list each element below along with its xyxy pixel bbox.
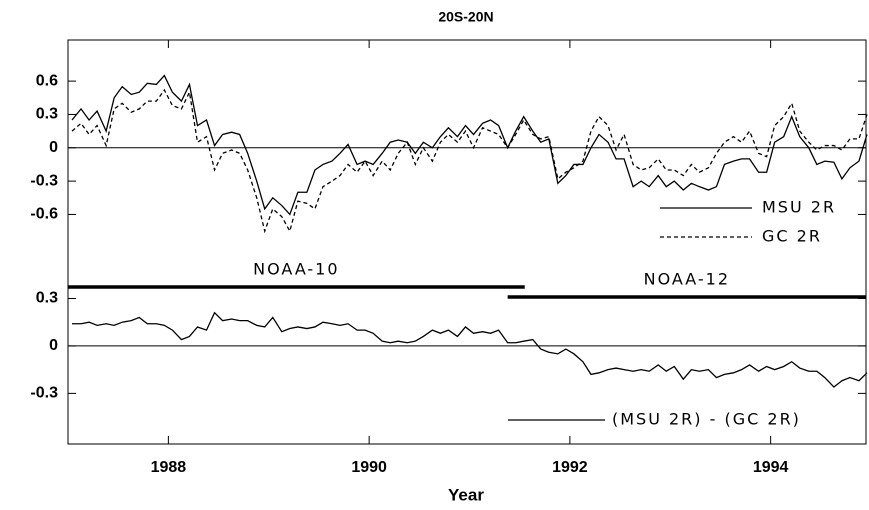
legend-label: (MSU 2R) - (GC 2R): [612, 410, 801, 429]
y-tick-label: -0.3: [30, 172, 58, 189]
y-tick-label: -0.6: [30, 206, 58, 223]
y-tick-label: 0.3: [36, 106, 58, 123]
y-tick-label: 0: [49, 337, 58, 354]
y-tick-label: 0: [49, 139, 58, 156]
legend-label: MSU 2R: [762, 198, 836, 217]
period-label: NOAA-12: [644, 270, 730, 289]
chart-title: 20S-20N: [438, 9, 493, 25]
x-tick-label: 1994: [753, 459, 789, 476]
x-tick-label: 1988: [151, 459, 187, 476]
x-axis-label: Year: [448, 485, 484, 504]
y-tick-label: 0.3: [36, 290, 58, 307]
x-tick-label: 1992: [552, 459, 588, 476]
plot-frame: [67, 39, 867, 445]
series-line: [72, 311, 868, 388]
series-line: [71, 88, 868, 234]
series-line: [71, 74, 868, 216]
period-label: NOAA-10: [253, 260, 339, 279]
legend-label: GC 2R: [762, 227, 822, 246]
y-tick-label: -0.3: [30, 385, 58, 402]
x-tick-label: 1990: [351, 459, 387, 476]
y-tick-label: 0.6: [36, 72, 58, 89]
